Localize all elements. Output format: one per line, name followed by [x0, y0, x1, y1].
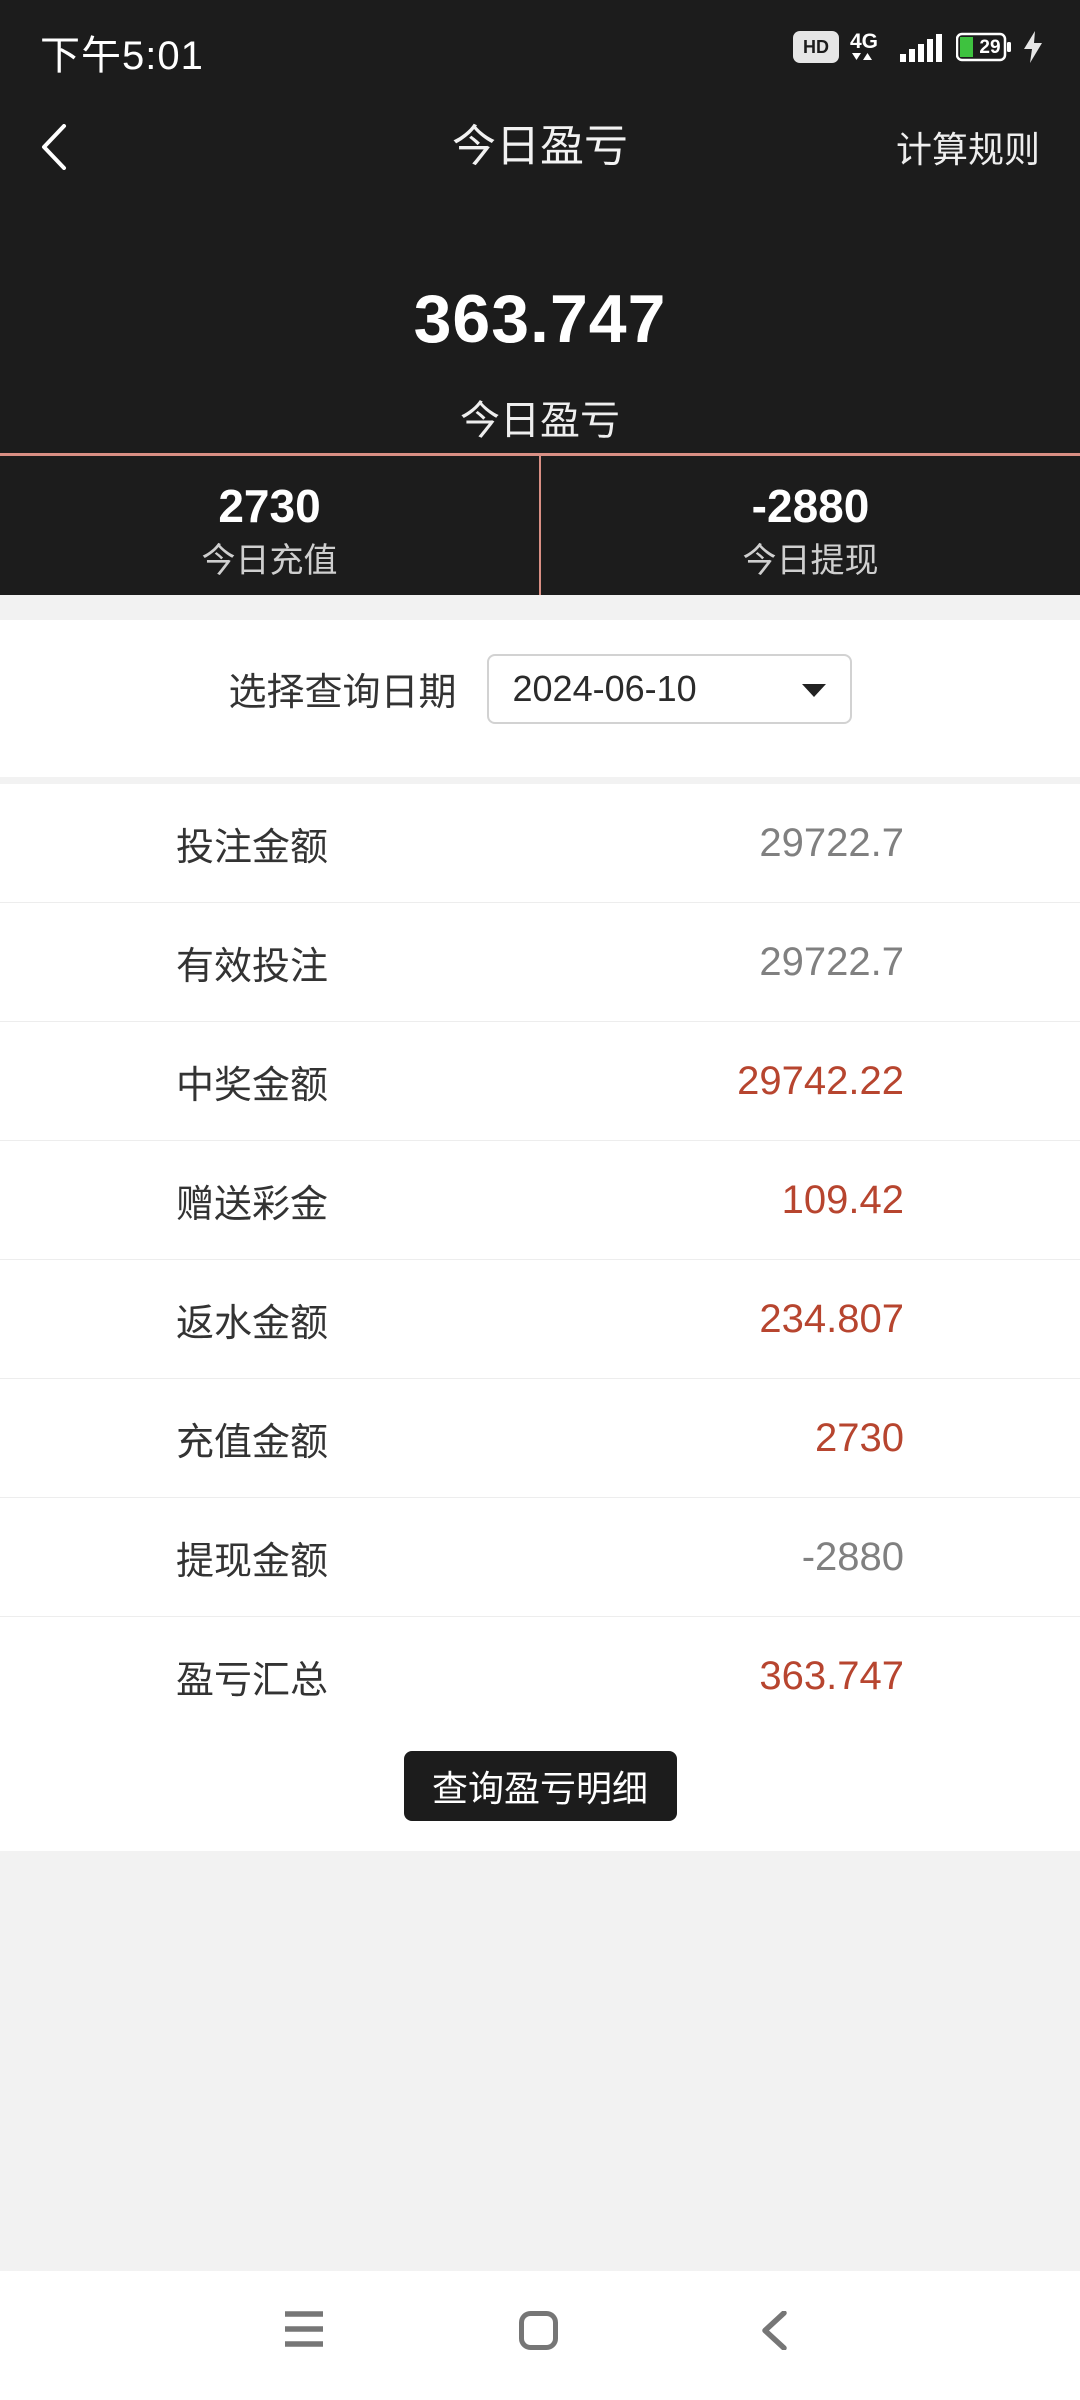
svg-text:4G: 4G [850, 30, 878, 53]
svg-text:HD: HD [803, 37, 829, 57]
svg-text:29: 29 [979, 37, 1000, 58]
